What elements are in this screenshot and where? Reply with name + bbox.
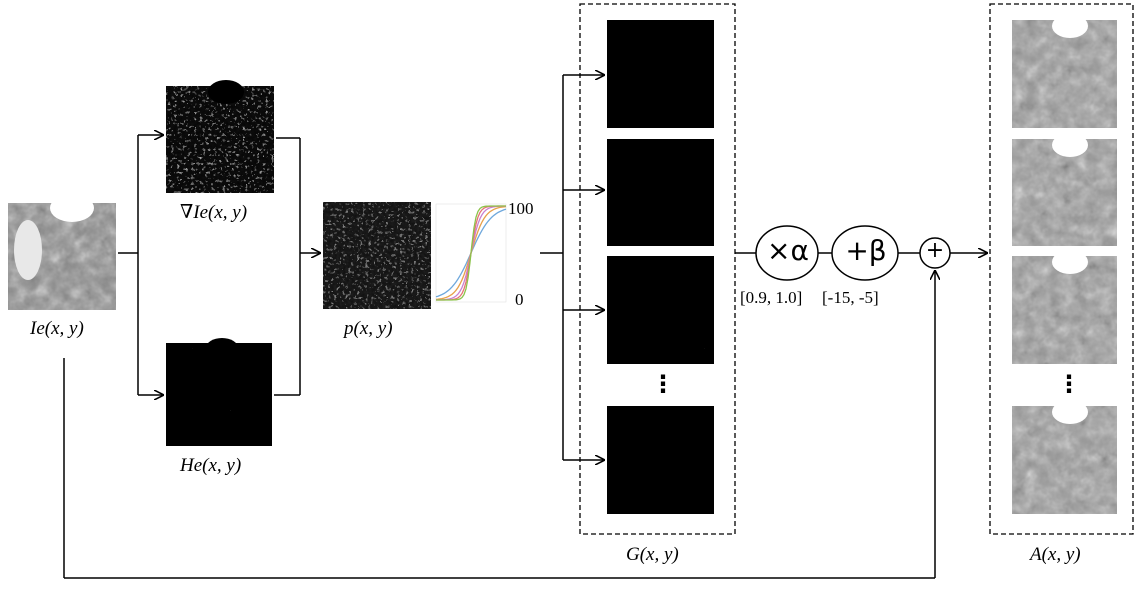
scale-symbol: ×α: [767, 234, 809, 267]
aug-image-1: [1012, 14, 1117, 128]
input-image: [8, 194, 116, 310]
scale-range: [0.9, 1.0]: [740, 288, 803, 307]
sigmoid-curves: [435, 203, 507, 303]
gen-dashed-box: [579, 3, 736, 535]
sum-node: [919, 237, 951, 269]
aug-column: [989, 3, 1134, 535]
gen-image-1: [607, 20, 714, 128]
curve-max-label: 100: [508, 199, 534, 218]
entropy-label: He(x, y): [180, 455, 242, 476]
gen-image-4: [607, 406, 714, 514]
shift-symbol: +β: [845, 234, 887, 267]
scale-node: [755, 225, 819, 281]
gradient-image: [166, 80, 274, 193]
gen-label: G(x, y): [626, 544, 679, 565]
aug-image-4: [1012, 400, 1117, 514]
shift-node: [831, 225, 899, 281]
shift-range: [-15, -5]: [822, 288, 879, 307]
aug-image-3: [1012, 250, 1117, 364]
sum-symbol: +: [925, 238, 945, 263]
curve-min-label: 0: [515, 290, 524, 309]
gen-image-2: [607, 139, 714, 246]
gradient-label: ∇Ie(x, y): [180, 202, 248, 223]
sigmoid-curve: [436, 205, 506, 301]
aug-ellipsis: ⋮: [1057, 370, 1081, 398]
gen-ellipsis: ⋮: [651, 370, 675, 398]
gen-column: [579, 3, 736, 535]
prob-image: [323, 202, 431, 309]
gen-image-3: [607, 256, 714, 364]
aug-dashed-box: [989, 3, 1134, 535]
entropy-image: [166, 338, 272, 446]
connectors: [63, 75, 987, 579]
aug-image-2: [1012, 133, 1117, 246]
prob-label: p(x, y): [344, 318, 393, 339]
input-label: Ie(x, y): [30, 318, 84, 339]
aug-label: A(x, y): [1030, 544, 1081, 565]
